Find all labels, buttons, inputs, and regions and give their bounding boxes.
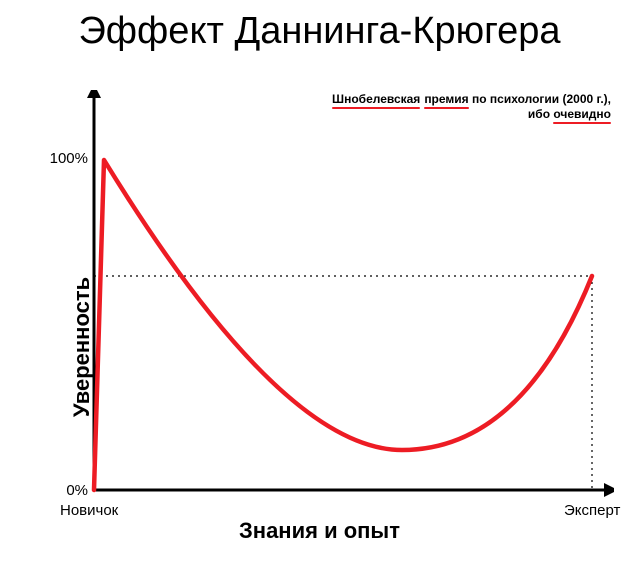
y-tick-0: 0% <box>66 482 88 499</box>
x-cat-novice: Новичок <box>60 502 118 519</box>
confidence-curve <box>94 160 592 490</box>
y-axis-arrow-icon <box>87 90 101 98</box>
chart-title: Эффект Даннинга-Крюгера <box>0 10 639 53</box>
x-axis-arrow-icon <box>604 483 614 497</box>
y-tick-100: 100% <box>50 150 88 167</box>
dunning-kruger-chart <box>82 90 614 508</box>
y-axis-label: Уверенность <box>69 277 95 417</box>
x-axis-label: Знания и опыт <box>0 518 639 544</box>
x-cat-expert: Эксперт <box>564 502 620 519</box>
